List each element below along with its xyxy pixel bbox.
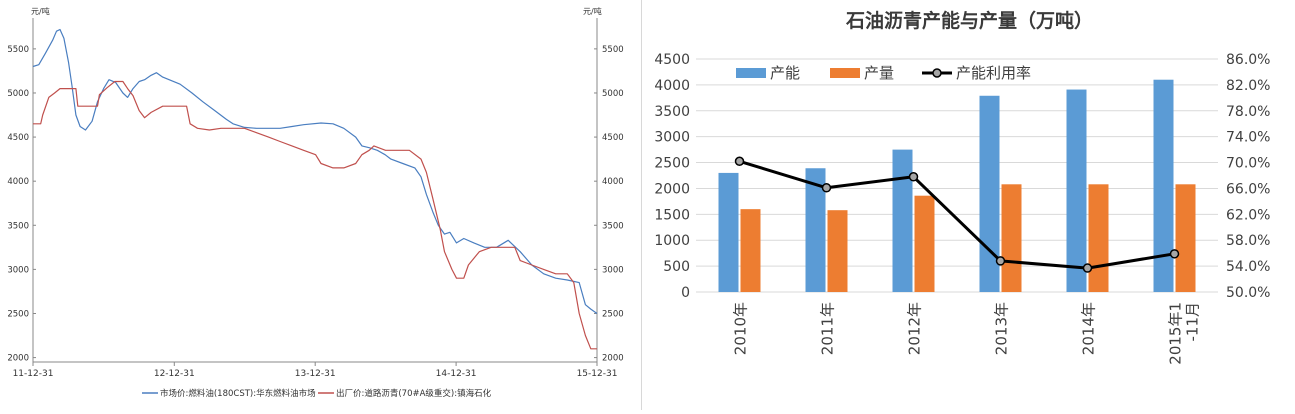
bar-output [1001,184,1022,292]
legend-label: 出厂价:道路沥青(70#A级重交):镇海石化 [336,388,492,399]
legend-marker-utilization [932,68,942,78]
left-y-tick-label: 2000 [7,354,29,364]
right-y-tick-label: 62.0% [1226,207,1270,223]
legend-swatch-output [830,68,860,78]
right-y-tick-label: 2500 [602,309,624,319]
bar-output [827,210,848,292]
capacity-bar-chart-svg: 0 500 1000 1500 2000 2500 3000 3500 4000 4500 50.0… [654,52,1270,365]
fuel-oil-asphalt-price-chart: 元/吨 元/吨 2000 2000 2500 2500 3000 3000 3500 3500 40… [0,0,640,410]
utilization-rate-point [734,156,745,167]
right-unit-label: 元/吨 [583,6,602,16]
left-unit-label: 元/吨 [31,6,50,16]
x-tick-label: 11-12-31 [13,369,54,379]
x-category-label: 2015年1 [1167,302,1185,365]
left-y-tick-label: 5000 [7,89,29,99]
right-y-tick-label: 5500 [602,45,624,55]
utilization-rate-point [908,172,919,182]
right-y-tick-label: 4500 [602,133,624,143]
utilization-rate-point [995,256,1006,266]
right-y-tick-label: 3500 [602,221,624,231]
series-line-fuel-oil-market-price [32,28,598,314]
left-y-tick-label: 3500 [7,221,29,231]
x-tick-label: 12-12-31 [154,369,195,379]
bar-capacity [979,95,1000,292]
x-category-label-group: 2015年1 -11月 [1167,302,1202,365]
bar-output [914,195,935,292]
legend-label-capacity: 产能 [770,64,800,82]
legend-label-output: 产量 [864,64,894,82]
left-y-tick-label: 500 [663,259,690,275]
x-tick-label: 14-12-31 [436,369,477,379]
left-y-tick-label: 3000 [7,265,29,275]
right-y-tick-label: 5000 [602,89,624,99]
left-y-tick-label: 5500 [7,45,29,55]
utilization-rate-point [821,183,832,193]
right-y-tick-label: 54.0% [1226,259,1270,275]
right-y-tick-label: 86.0% [1226,52,1270,68]
x-category-label-group: 2012年 [906,302,924,355]
bar-output [1175,184,1196,292]
right-y-tick-label: 70.0% [1226,156,1270,172]
x-category-label-group: 2014年 [1080,302,1098,355]
left-y-tick-label: 3500 [654,104,690,120]
bar-capacity [805,168,826,292]
left-y-tick-label: 4500 [654,52,690,68]
x-category-label: 2014年 [1080,302,1098,355]
utilization-rate-line [739,159,1175,270]
right-y-tick-label: 4000 [602,177,624,187]
left-y-tick-label: 4000 [7,177,29,187]
left-y-tick-label: 1500 [654,207,690,223]
x-category-label-group: 2011年 [819,302,837,355]
x-category-label: 2010年 [732,302,750,355]
legend-label-utilization: 产能利用率 [956,64,1031,82]
utilization-rate-point [1082,263,1093,273]
bar-output [1088,184,1109,292]
x-tick-label: 13-12-31 [295,369,336,379]
x-category-label: 2012年 [906,302,924,355]
bar-output [740,209,761,292]
panel-divider [641,0,642,410]
bar-capacity [718,172,739,292]
right-y-tick-label: 82.0% [1226,78,1270,94]
series-line-asphalt-factory-price [33,80,597,350]
price-line-chart-svg: 元/吨 元/吨 2000 2000 2500 2500 3000 3000 3500 3500 40… [7,6,624,399]
x-tick-label: 15-12-31 [577,369,618,379]
right-y-tick-label: 74.0% [1226,130,1270,146]
left-y-tick-label: 2000 [654,181,690,197]
left-y-tick-label: 1000 [654,233,690,249]
legend-swatch-capacity [736,68,766,78]
x-category-label: 2011年 [819,302,837,355]
left-y-tick-label: 2500 [7,309,29,319]
left-y-tick-label: 4000 [654,78,690,94]
legend-label: 市场价:燃料油(180CST):华东燃料油市场 [160,388,316,399]
bar-capacity [1066,89,1087,292]
left-y-tick-label: 2500 [654,156,690,172]
right-y-tick-label: 2000 [602,354,624,364]
right-y-tick-label: 3000 [602,265,624,275]
asphalt-capacity-output-chart: 石油沥青产能与产量（万吨） 0 500 1000 1500 2000 2500 3000 35… [644,0,1295,410]
left-y-tick-label: 0 [681,285,690,301]
right-y-tick-label: 58.0% [1226,233,1270,249]
right-y-tick-label: 66.0% [1226,181,1270,197]
left-y-tick-label: 4500 [7,133,29,143]
x-category-label: 2013年 [993,302,1011,355]
x-category-label: -11月 [1184,302,1202,342]
chart-title: 石油沥青产能与产量（万吨） [845,10,1093,32]
x-category-label-group: 2010年 [732,302,750,355]
left-y-tick-label: 3000 [654,130,690,146]
utilization-rate-point [1169,249,1180,259]
bar-capacity [1153,79,1174,292]
right-y-tick-label: 78.0% [1226,104,1270,120]
x-category-label-group: 2013年 [993,302,1011,355]
right-y-tick-label: 50.0% [1226,285,1270,301]
bar-capacity [892,149,913,292]
